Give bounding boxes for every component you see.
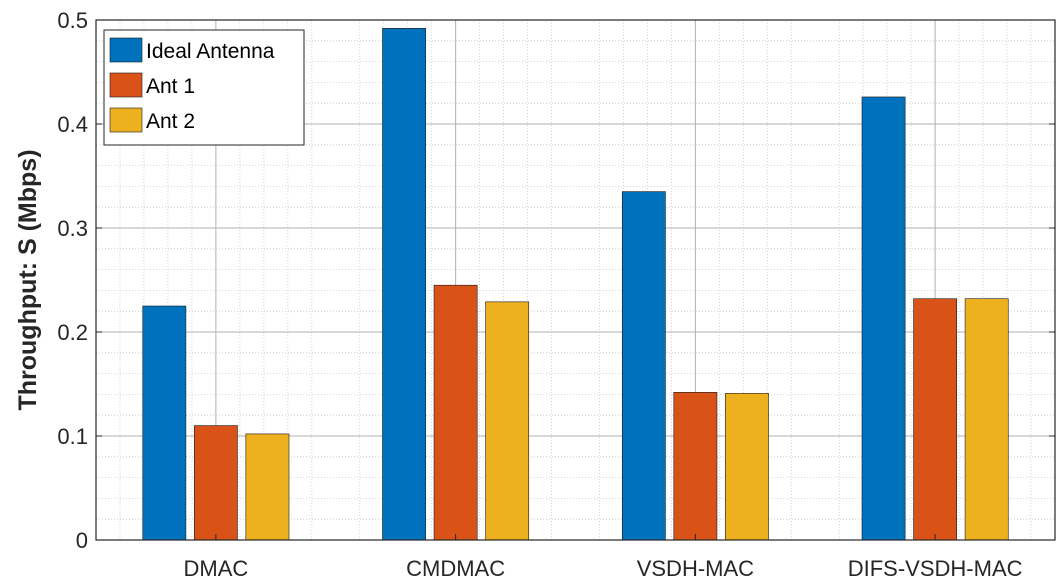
x-tick-label: DMAC [183, 556, 248, 581]
y-tick-label: 0.5 [57, 8, 88, 33]
legend-label: Ant 2 [146, 110, 195, 133]
bar-ant-2-dmac [245, 433, 290, 541]
y-tick-label: 0.1 [57, 424, 88, 449]
bar-ant-1-vsdh-mac [673, 392, 718, 541]
bar-ideal-antenna-dmac [142, 305, 187, 541]
legend-swatch [109, 72, 143, 98]
bars-layer [142, 28, 1009, 541]
bar-ant-2-cmdmac [485, 301, 530, 541]
bar-ideal-antenna-vsdh-mac [621, 191, 666, 541]
y-axis-label: Throughput: S (Mbps) [14, 149, 42, 410]
bar-ant-1-difs-vsdh-mac [913, 298, 958, 541]
y-tick-label: 0.2 [57, 320, 88, 345]
x-tick-label: CMDMAC [406, 556, 505, 581]
bar-ant-2-vsdh-mac [725, 393, 769, 541]
y-tick-label: 0.4 [57, 112, 88, 137]
legend-swatch [109, 107, 143, 133]
bar-ideal-antenna-difs-vsdh-mac [861, 96, 906, 541]
bar-ant-2-difs-vsdh-mac [964, 298, 1009, 541]
legend-swatch [109, 37, 143, 63]
axes-box [95, 19, 1056, 541]
legend: Ideal Antenna Ant 1 Ant 2 [103, 29, 305, 146]
ticks-layer: 0 0.1 0.2 0.3 0.4 0.5 DMAC CMDMAC VSDH-MAC DIFS-V… [57, 8, 1055, 581]
x-tick-label: DIFS-VSDH-MAC [848, 556, 1023, 581]
x-tick-label: VSDH-MAC [637, 556, 754, 581]
legend-label: Ideal Antenna [146, 40, 275, 63]
bar-ideal-antenna-cmdmac [382, 28, 426, 541]
bar-ant-1-cmdmac [433, 284, 478, 541]
y-tick-label: 0.3 [57, 216, 88, 241]
bar-ant-1-dmac [193, 425, 238, 541]
legend-label: Ant 1 [146, 75, 195, 98]
y-tick-label: 0 [76, 528, 88, 553]
